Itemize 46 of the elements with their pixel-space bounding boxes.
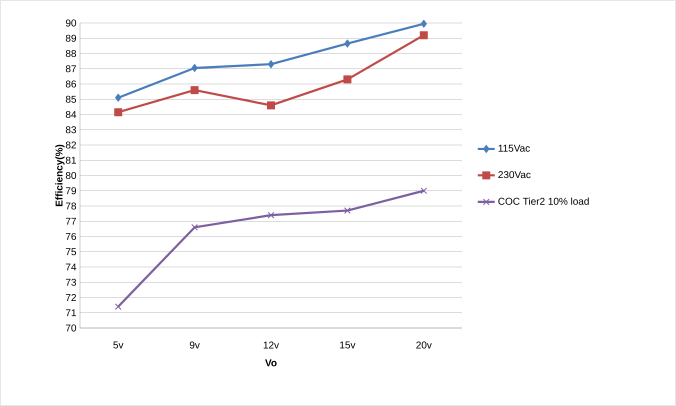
x-tick-label: 5v <box>113 342 124 348</box>
point <box>268 212 274 218</box>
point <box>420 187 428 194</box>
y-tick-label: 87 <box>66 65 76 72</box>
y-tick-label: 77 <box>66 218 76 225</box>
y-tick-label: 83 <box>66 126 76 134</box>
y-tick-label: 72 <box>66 294 76 301</box>
point <box>420 31 428 40</box>
y-tick-label: 84 <box>66 110 76 118</box>
y-tick-label: 85 <box>66 96 76 103</box>
point <box>344 207 351 214</box>
legend-label: COC Tier2 10% load <box>498 198 589 205</box>
point <box>191 64 198 72</box>
y-tick-label: 73 <box>66 278 76 286</box>
legend-label: 230Vac <box>498 171 531 178</box>
x-axis-title: Vo <box>265 359 277 366</box>
y-tick-label: 82 <box>66 141 76 149</box>
y-tick-label: 74 <box>66 264 76 270</box>
x-tick-label: 12v <box>264 342 280 348</box>
y-tick-label: 86 <box>66 80 76 88</box>
point <box>191 224 198 231</box>
y-tick-label: 89 <box>66 34 76 42</box>
point <box>115 94 122 102</box>
y-tick-label: 80 <box>66 172 76 180</box>
point <box>114 303 122 310</box>
x-tick-label: 9v <box>190 342 200 349</box>
point <box>114 108 122 116</box>
point <box>267 101 276 110</box>
legend-label: 115Vac <box>498 144 530 152</box>
x-tick-label: 20v <box>416 342 432 349</box>
y-tick-label: 70 <box>66 324 76 332</box>
point <box>420 20 427 28</box>
point <box>343 75 352 84</box>
x-tick-label: 15v <box>340 342 356 348</box>
point <box>190 86 199 94</box>
y-tick-label: 75 <box>66 248 76 256</box>
y-tick-label: 71 <box>66 309 76 316</box>
y-tick-label: 79 <box>66 187 76 194</box>
y-tick-label: 76 <box>66 232 76 240</box>
point <box>268 60 274 68</box>
y-tick-label: 81 <box>66 156 76 164</box>
point <box>344 40 351 48</box>
y-axis-title: Efficiency(%) <box>55 144 65 206</box>
y-tick-label: 88 <box>66 50 76 58</box>
y-tick-label: 90 <box>66 19 76 27</box>
y-tick-label: 78 <box>66 202 76 210</box>
